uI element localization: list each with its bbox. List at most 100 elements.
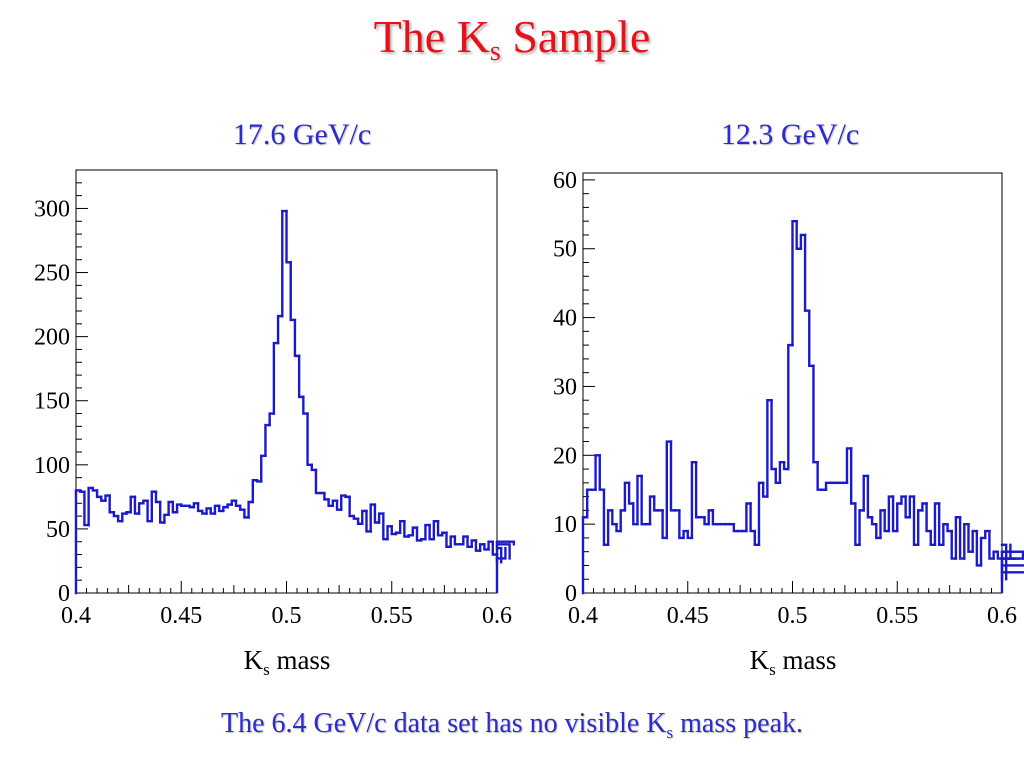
left-bin [137,502,145,515]
right-y-tick-label: 40 [553,306,577,332]
right-bin [921,502,928,512]
left-bin [243,508,250,519]
right-bin [615,522,622,533]
left-bin [83,490,90,527]
right-bin [632,502,639,526]
right-bin [1000,571,1024,574]
left-bin [167,500,175,517]
left-x-tick-label: 0.4 [61,603,91,629]
left-bin [192,502,200,509]
right-x-axis-label: Ks mass [749,645,837,679]
left-bin [495,543,511,560]
left-bin [411,526,419,537]
right-bin [992,550,1000,560]
left-bin [251,479,259,504]
right-bin [908,495,916,519]
right-bin [1000,557,1024,560]
left-bin [91,486,99,492]
left-x-tick-label: 0.5 [272,603,302,629]
left-y-tick-label: 100 [34,453,70,479]
right-bin [988,529,995,560]
right-bin [896,502,903,533]
left-bin [483,543,490,551]
left-bin [314,468,322,495]
right-bin [623,481,631,512]
left-bin [104,494,111,502]
left-bin [146,499,153,523]
right-bin [707,509,715,526]
left-bin [255,479,263,483]
right-bin [732,522,740,533]
left-bin [230,499,238,506]
right-bin [824,481,832,491]
left-bin [226,503,233,509]
left-bin [352,514,360,520]
left-bin [276,314,284,345]
left-bin [268,412,276,427]
left-bin [260,454,267,483]
right-bin [791,219,798,347]
right-bin [929,529,937,547]
right-bin [782,460,790,471]
left-bin [449,535,457,549]
left-bin [462,535,469,546]
right-bin [816,460,824,491]
left-x-tick-label: 0.6 [482,603,512,629]
right-bin [1000,543,1008,581]
left-bin [289,261,297,322]
left-y-tick-label: 300 [34,196,70,222]
left-bin [125,511,132,515]
left-bin [424,523,431,541]
left-bin [222,505,229,513]
right-bin [812,364,819,464]
left-bin [415,526,423,542]
right-bin [690,460,698,540]
slide-title: The Ks Sample [373,11,651,67]
right-bin [745,502,752,533]
right-y-tick-label: 0 [565,581,577,607]
right-bin [933,502,941,547]
left-bin [382,512,389,541]
right-chart-title: 12.3 GeV/c [720,118,860,151]
right-bin [665,440,673,540]
left-bin [390,525,398,536]
left-bin [264,423,271,458]
left-bin [436,520,444,537]
right-bin [963,522,970,560]
right-bin [648,495,656,526]
right-bin [883,509,891,533]
right-bin [862,474,870,512]
right-bin [606,509,614,547]
left-y-tick-label: 0 [58,581,70,607]
left-bin [495,540,516,546]
left-bin [142,499,149,505]
right-bin [879,509,886,540]
right-bin [753,529,761,547]
left-bin [247,500,255,519]
right-bin [799,233,807,250]
left-bin [79,489,86,493]
left-bin [234,499,242,508]
left-bin [340,494,347,511]
right-bin [774,467,782,485]
left-bin [196,502,204,513]
right-bin [581,516,589,595]
left-bin [213,504,221,515]
left-bin [377,512,385,524]
left-bin [112,511,120,518]
right-bin [946,522,953,533]
right-bin [900,495,907,505]
right-bin [912,495,920,547]
left-bin [116,514,124,523]
left-bin [344,494,351,499]
left-bin [470,539,478,549]
left-bin [445,531,452,549]
left-bin [407,534,414,538]
right-bin [891,495,899,533]
right-y-tick-label: 30 [553,374,577,400]
left-bin [453,535,461,546]
left-bin [491,540,499,556]
left-bin [121,512,128,523]
right-bin [766,399,773,498]
